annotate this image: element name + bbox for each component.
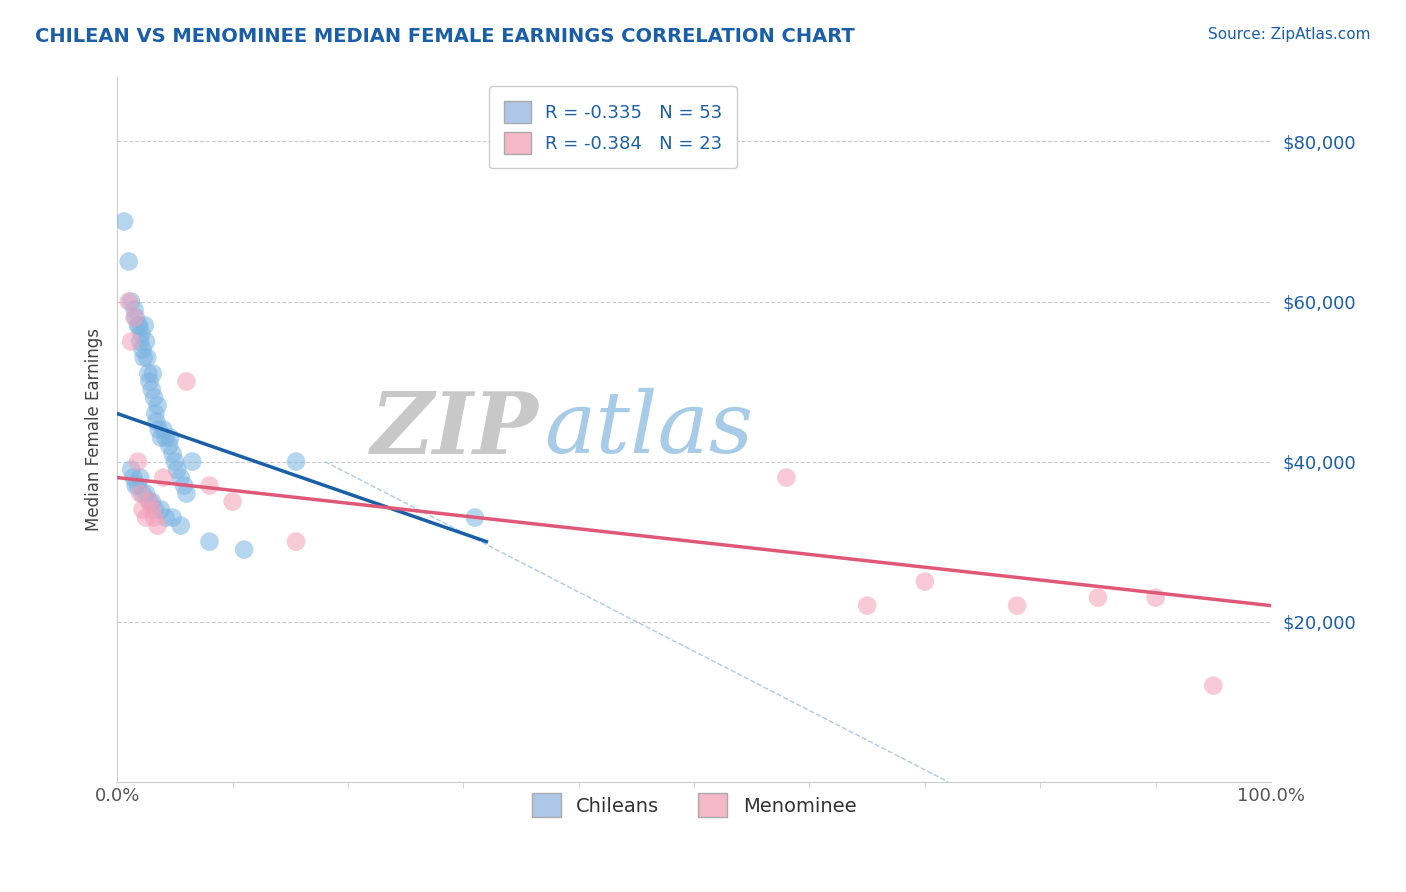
Point	[129, 486, 152, 500]
Point	[131, 486, 153, 500]
Point	[155, 510, 177, 524]
Point	[135, 334, 157, 349]
Point	[143, 502, 166, 516]
Point	[159, 431, 181, 445]
Point	[128, 318, 150, 333]
Point	[142, 367, 165, 381]
Text: ZIP: ZIP	[370, 388, 538, 471]
Point	[464, 510, 486, 524]
Point	[1087, 591, 1109, 605]
Text: atlas: atlas	[544, 388, 754, 471]
Point	[285, 534, 308, 549]
Point	[775, 470, 797, 484]
Point	[138, 367, 160, 381]
Point	[131, 502, 153, 516]
Point	[136, 351, 159, 365]
Text: Source: ZipAtlas.com: Source: ZipAtlas.com	[1208, 27, 1371, 42]
Point	[176, 486, 198, 500]
Point	[135, 486, 157, 500]
Point	[198, 478, 221, 492]
Point	[120, 294, 142, 309]
Point	[120, 462, 142, 476]
Point	[856, 599, 879, 613]
Point	[127, 454, 149, 468]
Point	[148, 423, 170, 437]
Point	[233, 542, 256, 557]
Point	[169, 518, 191, 533]
Y-axis label: Median Female Earnings: Median Female Earnings	[86, 328, 103, 531]
Point	[129, 334, 152, 349]
Point	[163, 454, 186, 468]
Point	[141, 502, 163, 516]
Point	[1144, 591, 1167, 605]
Point	[285, 454, 308, 468]
Point	[138, 375, 160, 389]
Point	[162, 510, 184, 524]
Point	[120, 334, 142, 349]
Point	[166, 462, 188, 476]
Point	[176, 375, 198, 389]
Point	[169, 470, 191, 484]
Point	[198, 534, 221, 549]
Point	[122, 470, 145, 484]
Point	[124, 310, 146, 325]
Point	[914, 574, 936, 589]
Point	[152, 423, 174, 437]
Point	[124, 478, 146, 492]
Point	[129, 470, 152, 484]
Point	[1005, 599, 1028, 613]
Point	[146, 399, 169, 413]
Point	[124, 310, 146, 325]
Point	[162, 446, 184, 460]
Point	[135, 510, 157, 524]
Point	[118, 294, 141, 309]
Point	[181, 454, 204, 468]
Point	[150, 502, 173, 516]
Point	[134, 318, 156, 333]
Point	[143, 407, 166, 421]
Point	[138, 494, 160, 508]
Legend: Chileans, Menominee: Chileans, Menominee	[524, 786, 865, 825]
Point	[127, 478, 149, 492]
Point	[152, 470, 174, 484]
Point	[221, 494, 243, 508]
Point	[132, 351, 155, 365]
Point	[141, 494, 163, 508]
Point	[124, 302, 146, 317]
Point	[131, 326, 153, 341]
Point	[1202, 679, 1225, 693]
Point	[138, 494, 160, 508]
Point	[150, 431, 173, 445]
Point	[143, 391, 166, 405]
Point	[118, 254, 141, 268]
Point	[145, 415, 167, 429]
Point	[112, 214, 135, 228]
Point	[146, 518, 169, 533]
Text: CHILEAN VS MENOMINEE MEDIAN FEMALE EARNINGS CORRELATION CHART: CHILEAN VS MENOMINEE MEDIAN FEMALE EARNI…	[35, 27, 855, 45]
Point	[157, 439, 180, 453]
Point	[155, 431, 177, 445]
Point	[127, 318, 149, 333]
Point	[143, 510, 166, 524]
Point	[173, 478, 195, 492]
Point	[141, 383, 163, 397]
Point	[131, 343, 153, 357]
